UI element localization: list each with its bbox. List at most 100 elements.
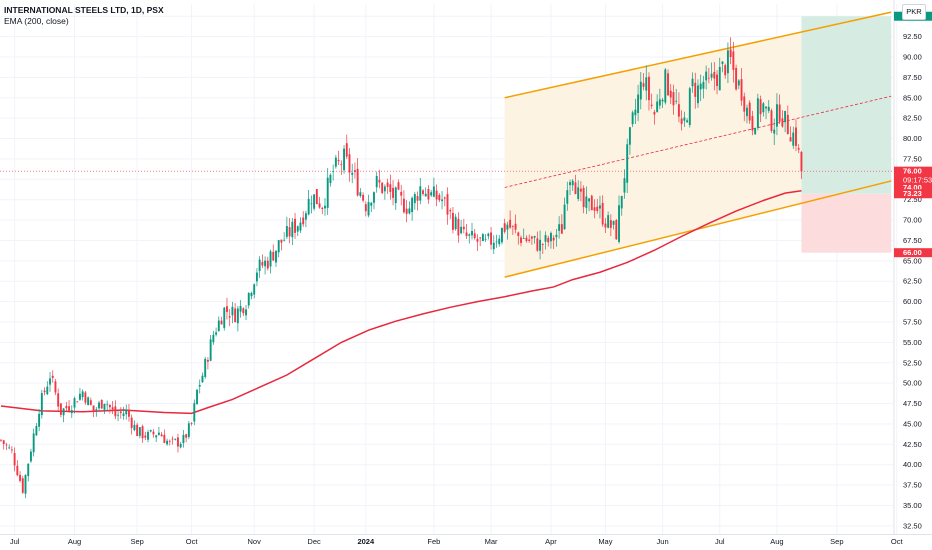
candle[interactable] — [277, 239, 280, 258]
candle[interactable] — [275, 250, 277, 267]
candle[interactable] — [560, 214, 563, 234]
candle[interactable] — [514, 214, 517, 234]
candle[interactable] — [609, 214, 612, 237]
candle[interactable] — [228, 308, 231, 327]
candle[interactable] — [533, 235, 536, 244]
candle[interactable] — [767, 99, 770, 114]
candle[interactable] — [245, 305, 247, 321]
candle[interactable] — [781, 110, 784, 128]
candle[interactable] — [710, 62, 713, 81]
candle[interactable] — [446, 187, 449, 225]
candle[interactable] — [413, 191, 416, 210]
candle[interactable] — [620, 195, 623, 216]
candle[interactable] — [359, 188, 362, 198]
candle[interactable] — [130, 414, 133, 435]
candle[interactable] — [307, 189, 310, 216]
candle[interactable] — [304, 210, 307, 228]
symbol-title[interactable]: INTERNATIONAL STEELS LTD, 1D, PSX — [4, 5, 164, 15]
candle[interactable] — [16, 460, 19, 477]
candle[interactable] — [639, 71, 642, 110]
candle[interactable] — [765, 106, 767, 120]
candle[interactable] — [599, 195, 601, 219]
candle[interactable] — [762, 101, 765, 117]
candle[interactable] — [558, 216, 561, 239]
candle[interactable] — [291, 217, 294, 246]
candle[interactable] — [187, 421, 190, 440]
candle[interactable] — [691, 72, 694, 93]
candle[interactable] — [754, 127, 757, 135]
candle[interactable] — [234, 303, 237, 323]
candle[interactable] — [416, 191, 419, 211]
candle[interactable] — [337, 150, 340, 165]
candle[interactable] — [296, 225, 299, 237]
candle[interactable] — [683, 111, 686, 127]
candle[interactable] — [555, 229, 558, 247]
currency-button[interactable]: PKR — [902, 4, 926, 20]
candle[interactable] — [149, 429, 152, 433]
candle[interactable] — [310, 195, 313, 214]
candle[interactable] — [441, 190, 444, 210]
candle[interactable] — [49, 372, 51, 392]
candle[interactable] — [449, 208, 452, 220]
candle[interactable] — [356, 157, 359, 197]
candle[interactable] — [656, 94, 659, 113]
candle[interactable] — [571, 179, 574, 191]
candle[interactable] — [601, 195, 604, 227]
candle[interactable] — [136, 422, 139, 437]
candle[interactable] — [283, 232, 286, 242]
candle[interactable] — [215, 327, 218, 337]
candle[interactable] — [528, 234, 531, 243]
candle[interactable] — [729, 37, 732, 65]
candle[interactable] — [269, 249, 272, 274]
candle[interactable] — [13, 447, 16, 472]
candle[interactable] — [196, 389, 198, 405]
candle[interactable] — [786, 105, 789, 135]
candle[interactable] — [574, 174, 577, 195]
candle[interactable] — [220, 316, 223, 325]
candle[interactable] — [340, 160, 343, 175]
candle[interactable] — [773, 118, 776, 146]
candle[interactable] — [299, 217, 302, 233]
candle[interactable] — [702, 75, 705, 99]
candle[interactable] — [315, 188, 318, 205]
candle[interactable] — [332, 164, 335, 181]
candle[interactable] — [5, 442, 8, 451]
candle[interactable] — [261, 254, 264, 269]
candle[interactable] — [751, 110, 754, 136]
candle[interactable] — [498, 234, 501, 247]
candle[interactable] — [471, 222, 473, 240]
candle[interactable] — [68, 399, 71, 413]
candle[interactable] — [133, 420, 136, 432]
price-axis[interactable]: 32.50 35.00 37.50 40.00 42.50 45.00 47.50 50.00… — [893, 0, 922, 534]
candle[interactable] — [201, 372, 204, 383]
candle[interactable] — [239, 300, 242, 318]
candle[interactable] — [79, 387, 81, 401]
candle[interactable] — [313, 194, 316, 211]
candle[interactable] — [280, 239, 283, 251]
channel-mid-line[interactable] — [504, 95, 892, 188]
candle[interactable] — [111, 401, 114, 415]
candle[interactable] — [626, 138, 629, 194]
candle[interactable] — [209, 335, 212, 362]
candle[interactable] — [661, 97, 664, 109]
candle[interactable] — [285, 216, 288, 240]
candle[interactable] — [51, 370, 54, 383]
candle[interactable] — [223, 306, 226, 331]
candle[interactable] — [775, 93, 778, 136]
candle[interactable] — [579, 181, 582, 202]
candle[interactable] — [40, 389, 43, 419]
channel-upper-line[interactable] — [504, 11, 892, 99]
candle[interactable] — [253, 283, 256, 299]
candle[interactable] — [547, 235, 550, 247]
candle[interactable] — [288, 218, 291, 244]
candle[interactable] — [103, 403, 106, 415]
candle[interactable] — [87, 396, 90, 406]
candle[interactable] — [84, 390, 87, 405]
candle[interactable] — [756, 93, 759, 131]
candle[interactable] — [141, 424, 144, 443]
candle[interactable] — [106, 400, 109, 412]
candle[interactable] — [264, 256, 267, 275]
candle[interactable] — [438, 193, 441, 203]
candle[interactable] — [185, 433, 188, 443]
